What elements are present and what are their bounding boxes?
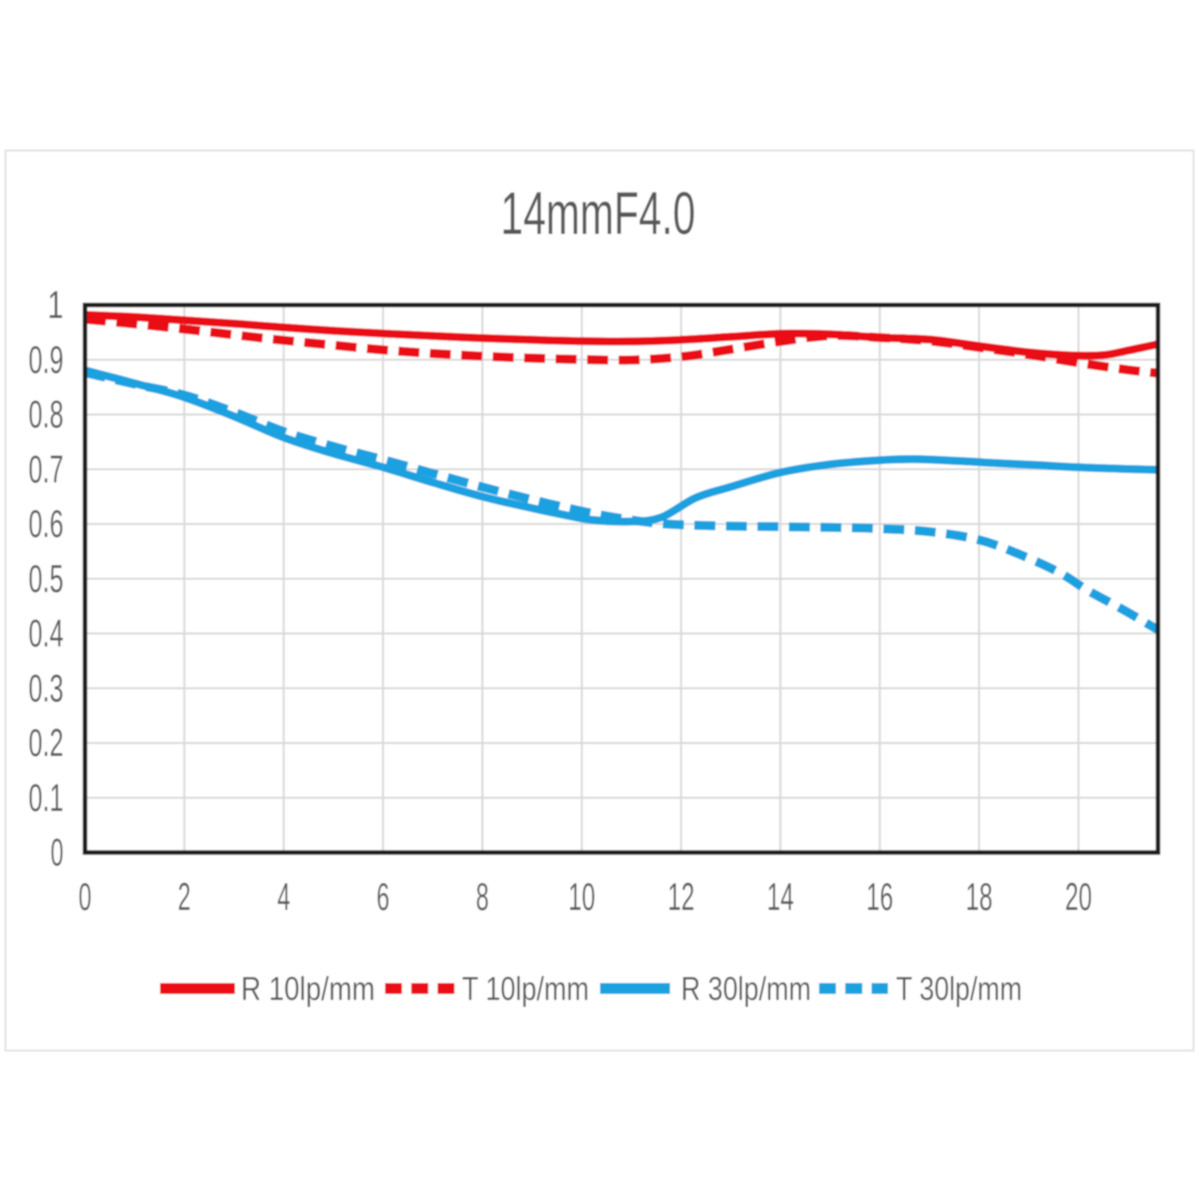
svg-text:0.4: 0.4 — [29, 613, 64, 656]
svg-text:T 30lp/mm: T 30lp/mm — [896, 971, 1022, 1008]
svg-text:4: 4 — [277, 876, 290, 919]
svg-text:8: 8 — [476, 876, 489, 919]
svg-text:6: 6 — [377, 876, 390, 919]
svg-text:0.9: 0.9 — [29, 339, 64, 382]
svg-text:12: 12 — [668, 876, 695, 919]
svg-text:0.1: 0.1 — [29, 777, 64, 820]
svg-text:0: 0 — [79, 876, 92, 919]
svg-text:0.7: 0.7 — [29, 448, 64, 491]
svg-text:10: 10 — [568, 876, 595, 919]
svg-text:20: 20 — [1065, 876, 1092, 919]
svg-text:R 10lp/mm: R 10lp/mm — [241, 971, 375, 1008]
svg-text:2: 2 — [178, 876, 191, 919]
svg-text:R 30lp/mm: R 30lp/mm — [681, 971, 811, 1008]
svg-text:0.8: 0.8 — [29, 394, 64, 437]
svg-text:0.5: 0.5 — [29, 558, 64, 601]
svg-text:0.3: 0.3 — [29, 668, 64, 711]
svg-text:14mmF4.0: 14mmF4.0 — [501, 180, 696, 247]
svg-text:1: 1 — [48, 284, 64, 327]
svg-text:T 10lp/mm: T 10lp/mm — [462, 971, 589, 1008]
svg-text:16: 16 — [866, 876, 893, 919]
svg-text:0.6: 0.6 — [29, 503, 64, 546]
svg-text:18: 18 — [966, 876, 993, 919]
svg-text:0.2: 0.2 — [29, 722, 64, 765]
svg-text:14: 14 — [767, 876, 794, 919]
svg-text:0: 0 — [51, 832, 64, 875]
